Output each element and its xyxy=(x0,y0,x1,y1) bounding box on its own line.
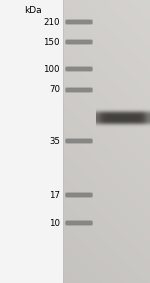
Text: kDa: kDa xyxy=(24,6,42,15)
Text: 210: 210 xyxy=(44,18,60,27)
Text: 35: 35 xyxy=(49,137,60,146)
Text: 70: 70 xyxy=(49,85,60,95)
Text: 100: 100 xyxy=(44,65,60,74)
Text: 10: 10 xyxy=(49,219,60,228)
Text: 150: 150 xyxy=(44,38,60,47)
Text: 17: 17 xyxy=(49,191,60,200)
